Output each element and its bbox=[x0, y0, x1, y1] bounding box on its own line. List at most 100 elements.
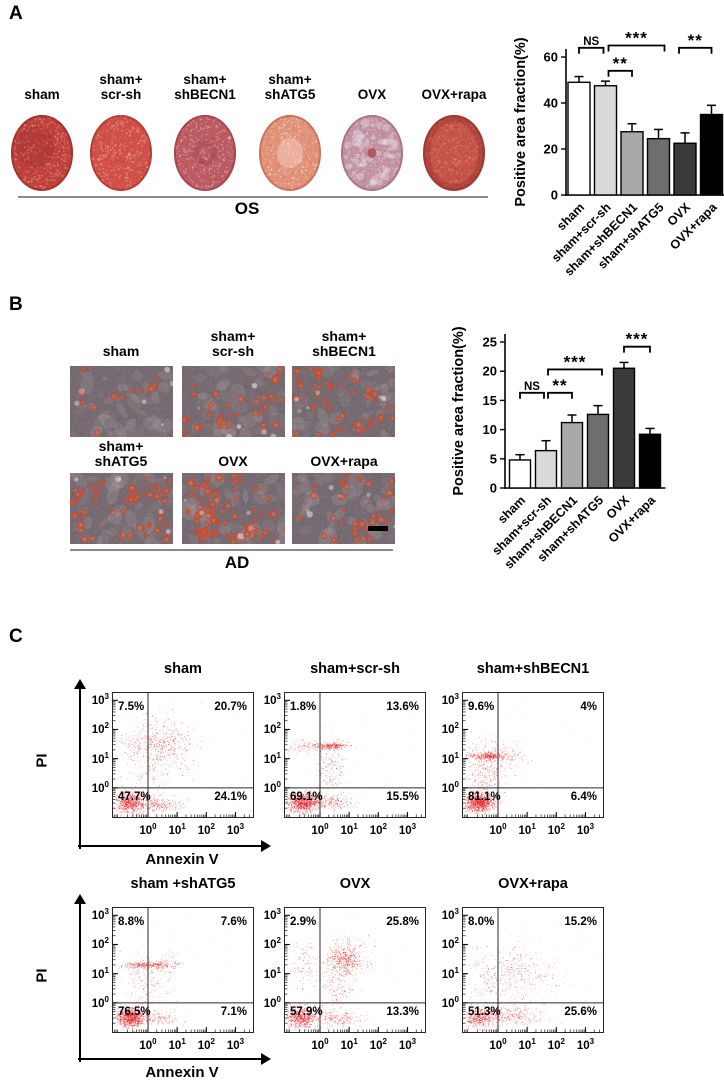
pi-axis-label: PI bbox=[33, 753, 51, 768]
y-axis-title: Positive area fraction(%) bbox=[451, 326, 467, 495]
flow-y-tick-label: 100 bbox=[263, 779, 281, 795]
flow-plot-title-sham+scr-sh: sham+scr-sh bbox=[310, 661, 400, 677]
significance-bracket bbox=[623, 345, 651, 353]
panel-b-stain-label: AD bbox=[224, 553, 250, 572]
micro-label-sham+shATG5: sham+ shATG5 bbox=[94, 437, 148, 470]
micro-label-sham+shBECN1: sham+ shBECN1 bbox=[312, 327, 376, 360]
flow-plot-OVX+rapa bbox=[462, 907, 604, 1033]
quadrant-ul-value: 8.8% bbox=[118, 916, 145, 928]
microscopy-image-4 bbox=[70, 473, 173, 544]
bar-OVX+rapa bbox=[699, 113, 724, 196]
flow-y-tick-label: 102 bbox=[91, 936, 109, 952]
dish-image-OVX bbox=[339, 113, 405, 193]
flow-y-tick-label: 103 bbox=[263, 907, 281, 923]
quadrant-lr-value: 6.4% bbox=[570, 790, 597, 803]
annexin-axis-arrowhead bbox=[261, 1052, 271, 1065]
pi-axis-label: PI bbox=[33, 968, 51, 983]
quadrant-ll-value: 76.5% bbox=[118, 1005, 151, 1018]
quadrant-ur-value: 15.2% bbox=[564, 916, 597, 928]
dish-image-sham+shBECN1 bbox=[172, 113, 238, 193]
dish-label-OVX: OVX bbox=[357, 86, 387, 102]
bar-sham+shBECN1 bbox=[620, 131, 644, 196]
flow-plot-OVX bbox=[284, 907, 426, 1033]
quadrant-ul-value: 8.0% bbox=[468, 916, 495, 928]
quadrant-ur-value: 7.6% bbox=[220, 916, 247, 928]
flow-y-tick-label: 102 bbox=[441, 936, 459, 952]
panel-a-underline bbox=[18, 196, 488, 198]
flow-x-tick-label: 101 bbox=[168, 822, 186, 837]
quadrant-ll-value: 81.1% bbox=[468, 790, 501, 803]
annexin-axis-arrow-shaft bbox=[78, 1057, 262, 1061]
dish-image-sham bbox=[9, 113, 75, 193]
quadrant-ll-value: 57.9% bbox=[290, 1005, 323, 1018]
significance-label: ** bbox=[552, 376, 567, 395]
flow-y-tick-label: 103 bbox=[263, 692, 281, 708]
microscopy-image-6 bbox=[292, 473, 395, 544]
flow-plot-title-OVX: OVX bbox=[339, 876, 371, 892]
quadrant-lr-value: 13.3% bbox=[386, 1005, 419, 1018]
significance-bracket bbox=[519, 391, 545, 399]
flow-x-tick-label: 100 bbox=[489, 1037, 507, 1052]
dish-label-sham+shBECN1: sham+ shBECN1 bbox=[174, 71, 236, 102]
flow-y-tick-label: 101 bbox=[441, 750, 459, 766]
flow-y-tick-label: 102 bbox=[441, 721, 459, 737]
flow-y-tick-label: 103 bbox=[441, 692, 459, 708]
quadrant-ul-value: 2.9% bbox=[290, 916, 317, 928]
microscopy-image-3 bbox=[292, 366, 395, 437]
pi-axis-arrowhead bbox=[74, 679, 86, 689]
bar-sham bbox=[508, 459, 532, 489]
annexin-axis-label: Annexin V bbox=[145, 851, 219, 868]
flow-y-tick-label: 103 bbox=[91, 692, 109, 708]
y-tick-label: 0 bbox=[551, 188, 558, 203]
bar-sham+scr-sh bbox=[534, 449, 558, 489]
flow-x-tick-label: 102 bbox=[547, 1037, 565, 1052]
flow-x-tick-label: 100 bbox=[139, 1037, 157, 1052]
quadrant-lr-value: 24.1% bbox=[214, 790, 247, 803]
bar-OVX bbox=[673, 142, 697, 196]
annexin-axis-arrow-shaft bbox=[78, 844, 262, 848]
flow-y-tick-label: 102 bbox=[91, 721, 109, 737]
flow-y-tick-label: 101 bbox=[91, 750, 109, 766]
flow-y-tick-label: 101 bbox=[263, 965, 281, 981]
flow-x-tick-label: 103 bbox=[226, 822, 245, 837]
quadrant-ur-value: 25.8% bbox=[386, 916, 419, 928]
flow-x-tick-label: 101 bbox=[340, 1037, 358, 1052]
micro-label-sham: sham bbox=[102, 343, 140, 360]
significance-label: NS bbox=[524, 381, 540, 393]
quadrant-ul-value: 1.8% bbox=[290, 701, 317, 713]
micro-label-sham+scr-sh: sham+ scr-sh bbox=[210, 327, 256, 360]
flow-x-tick-label: 100 bbox=[489, 822, 507, 837]
quadrant-lr-value: 15.5% bbox=[386, 790, 419, 803]
quadrant-lr-value: 25.6% bbox=[564, 1005, 597, 1018]
bar-sham+shATG5 bbox=[586, 413, 610, 489]
flow-y-tick-label: 102 bbox=[263, 721, 281, 737]
flow-plot-sham+scr-sh bbox=[284, 692, 426, 818]
flow-x-tick-label: 102 bbox=[369, 822, 387, 837]
quadrant-ur-value: 4% bbox=[580, 701, 597, 713]
bar-sham+scr-sh bbox=[593, 85, 618, 196]
dish-image-sham+shATG5 bbox=[257, 113, 323, 193]
flow-scatter-canvas bbox=[285, 693, 425, 817]
flow-scatter-canvas bbox=[113, 693, 253, 817]
dish-label-sham+scr-sh: sham+ scr-sh bbox=[99, 71, 143, 102]
quadrant-ll-value: 47.7% bbox=[118, 790, 151, 803]
scale-bar bbox=[368, 526, 388, 531]
flow-plot-title-sham +shATG5: sham +shATG5 bbox=[130, 876, 236, 892]
flow-x-tick-label: 102 bbox=[547, 822, 565, 837]
micro-label-OVX: OVX bbox=[218, 453, 248, 470]
flow-x-tick-label: 101 bbox=[340, 822, 358, 837]
significance-bracket bbox=[547, 368, 603, 376]
micro-label-OVX+rapa: OVX+rapa bbox=[310, 453, 378, 470]
panel-a-stain-label: OS bbox=[234, 199, 260, 218]
flow-x-tick-label: 103 bbox=[226, 1037, 245, 1052]
flow-plot-title-OVX+rapa: OVX+rapa bbox=[498, 876, 568, 892]
y-tick-label: 20 bbox=[544, 142, 558, 157]
panel-a-letter: A bbox=[9, 3, 23, 24]
flow-x-tick-label: 100 bbox=[311, 822, 329, 837]
y-tick-label: 15 bbox=[483, 393, 497, 408]
flow-y-tick-label: 103 bbox=[441, 907, 459, 923]
panel-c-letter: C bbox=[9, 626, 23, 647]
bar-sham bbox=[567, 81, 591, 196]
quadrant-lr-value: 7.1% bbox=[220, 1005, 247, 1018]
